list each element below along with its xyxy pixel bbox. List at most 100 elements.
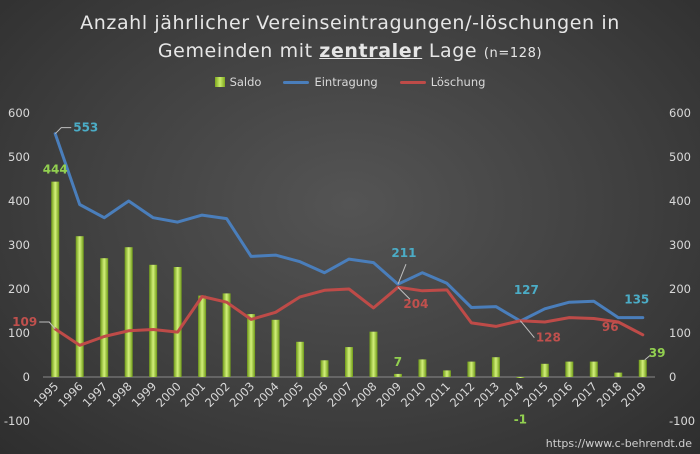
data-label: 39 bbox=[649, 346, 666, 360]
x-tick-label: 2003 bbox=[227, 379, 258, 410]
saldo-bar bbox=[393, 373, 402, 377]
x-tick-label: 2019 bbox=[618, 379, 649, 410]
data-label-leader bbox=[519, 320, 535, 338]
source-url: https://www.c-behrendt.de bbox=[545, 437, 692, 450]
y-tick-left: -100 bbox=[4, 414, 30, 428]
saldo-bar bbox=[198, 295, 207, 377]
data-label: 553 bbox=[73, 121, 98, 135]
saldo-bar bbox=[100, 258, 109, 377]
data-label: 444 bbox=[43, 163, 68, 177]
title-line-1-text: Anzahl jährlicher Vereinseintragungen/-l… bbox=[80, 12, 620, 34]
x-tick-label: 2009 bbox=[373, 379, 404, 410]
saldo-bar bbox=[51, 181, 60, 377]
data-label: 135 bbox=[624, 293, 649, 307]
data-label-leader bbox=[644, 354, 652, 361]
y-tick-right: 100 bbox=[669, 326, 691, 340]
x-tick-label: 2015 bbox=[520, 379, 551, 410]
y-tick-right: 300 bbox=[669, 238, 691, 252]
chart-legend: Saldo Eintragung Löschung bbox=[0, 75, 700, 89]
saldo-bar bbox=[369, 331, 378, 377]
x-tick-label: 2014 bbox=[496, 379, 527, 410]
y-tick-left: 400 bbox=[8, 194, 30, 208]
x-tick-label: 2012 bbox=[447, 379, 478, 410]
saldo-bar bbox=[614, 372, 623, 377]
saldo-bar bbox=[320, 360, 329, 377]
x-tick-label: 2001 bbox=[178, 379, 209, 410]
saldo-bar bbox=[345, 347, 353, 377]
x-tick-label: 1999 bbox=[129, 379, 160, 410]
x-tick-label: 2002 bbox=[202, 379, 233, 410]
legend-item-saldo: Saldo bbox=[214, 75, 262, 89]
legend-label-saldo: Saldo bbox=[229, 75, 262, 89]
title-line-2-emphasis: zentraler bbox=[319, 40, 423, 62]
x-tick-label: 1997 bbox=[80, 379, 111, 410]
saldo-bar bbox=[75, 236, 84, 377]
y-tick-right: 600 bbox=[669, 106, 691, 120]
data-label-leader bbox=[39, 321, 56, 330]
x-tick-label: 2007 bbox=[325, 379, 356, 410]
loeschung-line bbox=[53, 285, 645, 347]
y-tick-right: 200 bbox=[669, 282, 691, 296]
chart-title-line-2: Gemeinden mit zentraler Lage (n=128) bbox=[0, 40, 700, 62]
data-label: 128 bbox=[536, 331, 561, 345]
y-tick-left: 100 bbox=[8, 326, 30, 340]
saldo-bar bbox=[467, 361, 476, 377]
x-tick-label: 2017 bbox=[569, 379, 600, 410]
y-tick-right: 400 bbox=[669, 194, 691, 208]
data-label: 204 bbox=[403, 297, 428, 311]
data-label: 211 bbox=[391, 246, 416, 260]
data-label: 127 bbox=[514, 283, 539, 297]
saldo-bar bbox=[296, 341, 305, 377]
x-tick-label: 2000 bbox=[153, 379, 184, 410]
x-tick-label: 1996 bbox=[55, 379, 86, 410]
y-tick-left: 600 bbox=[8, 106, 30, 120]
saldo-bar bbox=[589, 361, 598, 377]
saldo-bar bbox=[442, 370, 451, 377]
x-tick-label: 2018 bbox=[594, 379, 625, 410]
data-label: 96 bbox=[602, 320, 619, 334]
legend-item-eintragung: Eintragung bbox=[283, 75, 378, 89]
data-label: 109 bbox=[12, 315, 37, 329]
saldo-bar bbox=[516, 377, 525, 378]
x-tick-label: 2005 bbox=[276, 379, 307, 410]
y-tick-right: -100 bbox=[669, 414, 695, 428]
saldo-bar bbox=[222, 293, 231, 377]
saldo-bar bbox=[149, 264, 158, 377]
y-tick-left: 200 bbox=[8, 282, 30, 296]
legend-swatch-saldo bbox=[214, 77, 225, 87]
legend-label-loeschung: Löschung bbox=[430, 75, 486, 89]
title-line-2-suffix: Lage bbox=[428, 40, 478, 62]
y-tick-left: 300 bbox=[8, 238, 30, 252]
x-tick-label: 2011 bbox=[422, 379, 453, 410]
saldo-bar bbox=[271, 319, 280, 377]
x-tick-label: 2013 bbox=[471, 379, 502, 410]
x-tick-label: 2004 bbox=[251, 379, 282, 410]
saldo-bar bbox=[491, 357, 500, 377]
data-label-leader bbox=[397, 263, 407, 285]
title-line-2-prefix: Gemeinden mit bbox=[157, 40, 313, 62]
legend-swatch-loeschung bbox=[399, 80, 426, 84]
x-tick-label: 1998 bbox=[104, 379, 135, 410]
saldo-bar bbox=[418, 359, 427, 377]
x-tick-label: 1995 bbox=[31, 379, 62, 410]
chart-title-line-1: Anzahl jährlicher Vereinseintragungen/-l… bbox=[0, 12, 700, 34]
data-label: 7 bbox=[394, 355, 402, 369]
y-tick-left: 0 bbox=[23, 370, 30, 384]
y-tick-left: 500 bbox=[8, 150, 30, 164]
y-tick-right: 500 bbox=[669, 150, 691, 164]
x-tick-label: 2010 bbox=[398, 379, 429, 410]
saldo-bar bbox=[638, 359, 647, 377]
legend-label-eintragung: Eintragung bbox=[314, 75, 378, 89]
legend-swatch-eintragung bbox=[283, 80, 310, 84]
legend-item-loeschung: Löschung bbox=[399, 75, 486, 89]
eintragung-line bbox=[53, 132, 645, 323]
saldo-bar bbox=[540, 363, 549, 377]
saldo-bar bbox=[247, 314, 256, 377]
y-tick-right: 0 bbox=[669, 370, 676, 384]
saldo-bar bbox=[173, 267, 182, 377]
saldo-bar bbox=[565, 361, 574, 377]
x-tick-label: 2016 bbox=[545, 379, 576, 410]
saldo-bar bbox=[124, 247, 133, 377]
title-line-2-note: (n=128) bbox=[483, 46, 543, 61]
